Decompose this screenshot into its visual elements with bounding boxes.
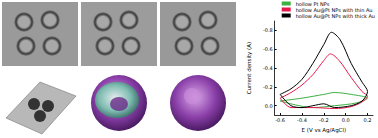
svg-text:-0.6: -0.6: [263, 46, 273, 52]
svg-text:0.0: 0.0: [265, 103, 273, 109]
svg-text:-0.8: -0.8: [263, 27, 273, 33]
svg-text:-0.6: -0.6: [275, 117, 285, 123]
svg-text:E (V vs Ag/AgCl): E (V vs Ag/AgCl): [302, 127, 347, 134]
svg-text:0.2: 0.2: [364, 117, 372, 123]
svg-text:-0.2: -0.2: [319, 117, 329, 123]
svg-text:hollow Pt NPs: hollow Pt NPs: [295, 0, 330, 7]
svg-text:-0.4: -0.4: [263, 65, 273, 71]
svg-text:-0.2: -0.2: [263, 84, 273, 90]
svg-text:Current density (A): Current density (A): [246, 42, 253, 94]
svg-text:0.0: 0.0: [342, 117, 350, 123]
svg-text:hollow Au@Pt NPs with thick Au: hollow Au@Pt NPs with thick Au: [296, 13, 375, 19]
svg-text:-0.4: -0.4: [297, 117, 307, 123]
svg-text:hollow Au@Pt NPs with thin Au: hollow Au@Pt NPs with thin Au: [295, 6, 373, 13]
